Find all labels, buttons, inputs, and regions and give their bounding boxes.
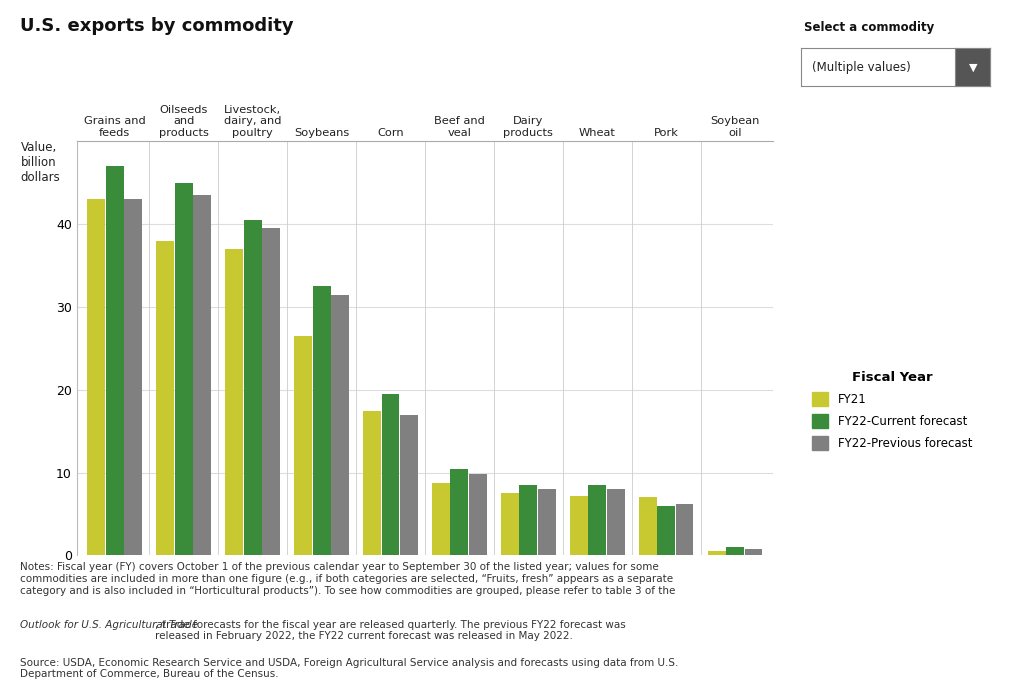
- Bar: [105, 166, 124, 555]
- Bar: [157, 241, 174, 555]
- Bar: [519, 485, 538, 555]
- Text: Outlook for U.S. Agricultural Trade: Outlook for U.S. Agricultural Trade: [20, 620, 199, 629]
- Text: Source: USDA, Economic Research Service and USDA, Foreign Agricultural Service a: Source: USDA, Economic Research Service …: [20, 658, 679, 679]
- Bar: [606, 489, 625, 555]
- Text: Select a commodity: Select a commodity: [804, 21, 934, 34]
- Bar: [469, 474, 486, 555]
- Legend: FY21, FY22-Current forecast, FY22-Previous forecast: FY21, FY22-Current forecast, FY22-Previo…: [807, 366, 977, 455]
- Bar: [262, 228, 280, 555]
- Bar: [382, 394, 399, 555]
- Bar: [244, 220, 261, 555]
- Text: Wheat: Wheat: [579, 128, 615, 138]
- Bar: [399, 415, 418, 555]
- Text: Soybeans: Soybeans: [294, 128, 349, 138]
- Bar: [331, 295, 349, 555]
- Bar: [312, 286, 331, 555]
- Bar: [726, 547, 744, 555]
- Bar: [639, 497, 657, 555]
- Text: Oilseeds
and
products: Oilseeds and products: [159, 105, 209, 138]
- Bar: [744, 549, 763, 555]
- Text: Grains and
feeds: Grains and feeds: [84, 117, 145, 138]
- Text: (Multiple values): (Multiple values): [812, 61, 911, 74]
- Bar: [451, 469, 468, 555]
- Text: Soybean
oil: Soybean oil: [711, 117, 760, 138]
- Bar: [175, 183, 193, 555]
- Bar: [657, 506, 675, 555]
- Text: Livestock,
dairy, and
poultry: Livestock, dairy, and poultry: [224, 105, 282, 138]
- Bar: [589, 485, 606, 555]
- Bar: [538, 489, 556, 555]
- Bar: [501, 493, 519, 555]
- Text: Dairy
products: Dairy products: [504, 117, 553, 138]
- Bar: [708, 551, 726, 555]
- Bar: [87, 199, 105, 555]
- Text: Notes: Fiscal year (FY) covers October 1 of the previous calendar year to Septem: Notes: Fiscal year (FY) covers October 1…: [20, 562, 676, 595]
- Text: ▼: ▼: [969, 62, 977, 72]
- Bar: [676, 504, 693, 555]
- Bar: [294, 336, 312, 555]
- Text: U.S. exports by commodity: U.S. exports by commodity: [20, 17, 294, 35]
- Bar: [432, 482, 451, 555]
- Text: Value,
billion
dollars: Value, billion dollars: [20, 141, 60, 184]
- Text: Pork: Pork: [653, 128, 679, 138]
- Bar: [124, 199, 142, 555]
- Bar: [570, 496, 588, 555]
- Bar: [225, 249, 244, 555]
- Text: Corn: Corn: [377, 128, 403, 138]
- Text: ; trade forecasts for the fiscal year are released quarterly. The previous FY22 : ; trade forecasts for the fiscal year ar…: [155, 620, 626, 641]
- Bar: [364, 411, 381, 555]
- Text: Beef and
veal: Beef and veal: [434, 117, 485, 138]
- Bar: [193, 195, 211, 555]
